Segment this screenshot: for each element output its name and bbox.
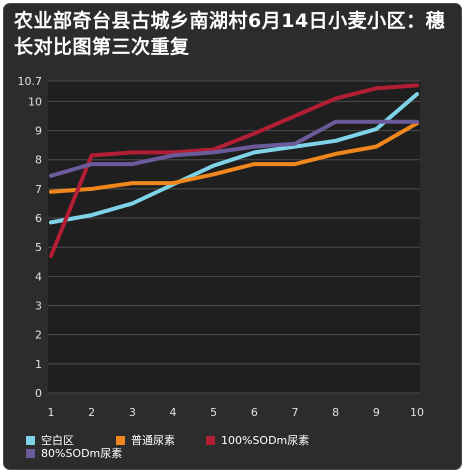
- series-line-2: [49, 121, 419, 194]
- legend-item: 100%SODm尿素: [206, 434, 309, 448]
- series-line-4: [49, 119, 419, 178]
- x-tick-label: 5: [210, 406, 217, 419]
- y-tick-label: 7: [35, 183, 42, 196]
- series-line-1: [49, 92, 419, 225]
- legend-label: 空白区: [41, 434, 74, 447]
- legend-swatch: [26, 436, 35, 445]
- legend-swatch: [26, 449, 35, 458]
- x-tick-label: 4: [170, 406, 177, 419]
- y-tick-label: 10.7: [18, 75, 43, 88]
- y-tick-label: 5: [35, 241, 42, 254]
- y-tick-label: 3: [35, 300, 42, 313]
- y-tick-label: 6: [35, 212, 42, 225]
- chart-legend: 空白区 普通尿素 100%SODm尿素 80%SODm尿素: [26, 434, 456, 466]
- y-tick-label: 9: [35, 125, 42, 138]
- y-tick-label: 0: [35, 387, 42, 400]
- x-tick-label: 6: [251, 406, 258, 419]
- legend-label: 100%SODm尿素: [221, 434, 310, 447]
- y-tick-label: 8: [35, 154, 42, 167]
- legend-item: 80%SODm尿素: [26, 447, 122, 461]
- chart-title: 农业部奇台县古城乡南湖村6月14日小麦小区：穗长对比图第三次重复: [14, 10, 446, 58]
- x-tick-label: 10: [410, 406, 424, 419]
- series-line-3: [49, 83, 419, 258]
- x-tick-label: 8: [332, 406, 339, 419]
- y-tick-label: 2: [35, 329, 42, 342]
- legend-item: 普通尿素: [116, 434, 175, 448]
- legend-swatch: [206, 436, 215, 445]
- legend-item: 空白区: [26, 434, 74, 448]
- y-tick-label: 10: [28, 95, 42, 108]
- x-tick-label: 2: [88, 406, 95, 419]
- x-tick-label: 3: [129, 406, 136, 419]
- x-tick-label: 9: [373, 406, 380, 419]
- x-tick-label: 7: [292, 406, 299, 419]
- plot-area: [48, 81, 420, 393]
- legend-swatch: [116, 436, 125, 445]
- legend-label: 普通尿素: [131, 434, 175, 447]
- y-tick-label: 4: [35, 270, 42, 283]
- x-tick-label: 1: [48, 406, 55, 419]
- y-tick-label: 1: [35, 358, 42, 371]
- legend-label: 80%SODm尿素: [41, 447, 123, 460]
